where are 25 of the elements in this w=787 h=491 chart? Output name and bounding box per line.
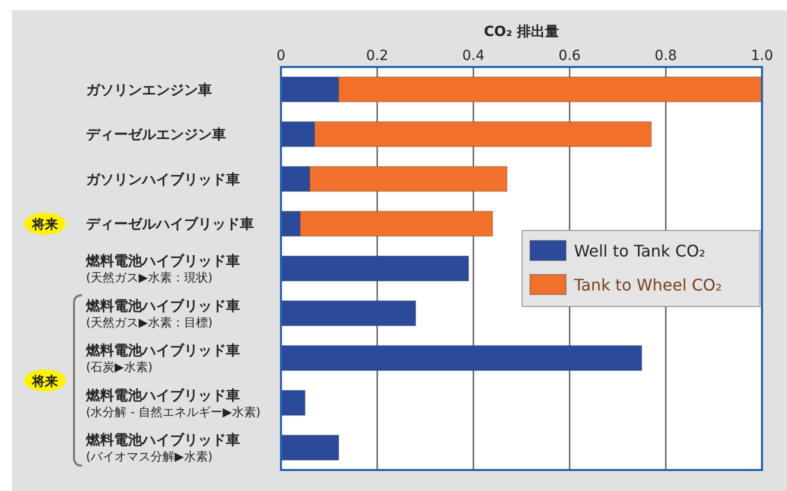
x-tick-label: 1.0 [750,48,774,64]
bar [280,434,340,460]
y-tick-label: 燃料電池ハイブリッド車 (石炭▶水素) [85,342,240,374]
legend-label: Well to Tank CO₂ [574,242,706,260]
y-tick-label: ディーゼルハイブリッド車 [86,216,254,233]
legend-label: Tank to Wheel CO₂ [573,276,722,294]
x-tick-label: 0.2 [366,48,388,64]
y-tick-label: 燃料電池ハイブリッド車 (天然ガス▶水素：目標) [85,297,240,330]
y-tick-label: 燃料電池ハイブリッド車 (天然ガス▶水素：現状) [85,252,240,284]
x-tick-label: 0.8 [654,48,677,64]
y-tick-label: ガソリンエンジン車 [86,82,212,98]
y-tick-label: ガソリンハイブリッド車 [86,170,240,188]
bar [280,300,416,326]
text: 将来 [31,374,58,390]
x-tick-label: 0 [276,48,286,64]
x-tick-label: 0.6 [558,48,581,64]
bar [280,390,306,416]
x-tick-label: 0.4 [462,48,485,64]
text: 将来 [31,218,58,233]
y-tick-label: 燃料電池ハイブリッド車 (バイオマス分解▶水素) [85,432,240,464]
y-tick-label: 燃料電池ハイブリッド車 (水分解 - 自然エネルギー▶水素) [85,386,261,419]
bar [280,256,469,282]
bar [280,345,642,371]
y-tick-label: ディーゼルエンジン車 [86,127,226,144]
chart-title: CO₂ 排出量 [484,24,560,40]
